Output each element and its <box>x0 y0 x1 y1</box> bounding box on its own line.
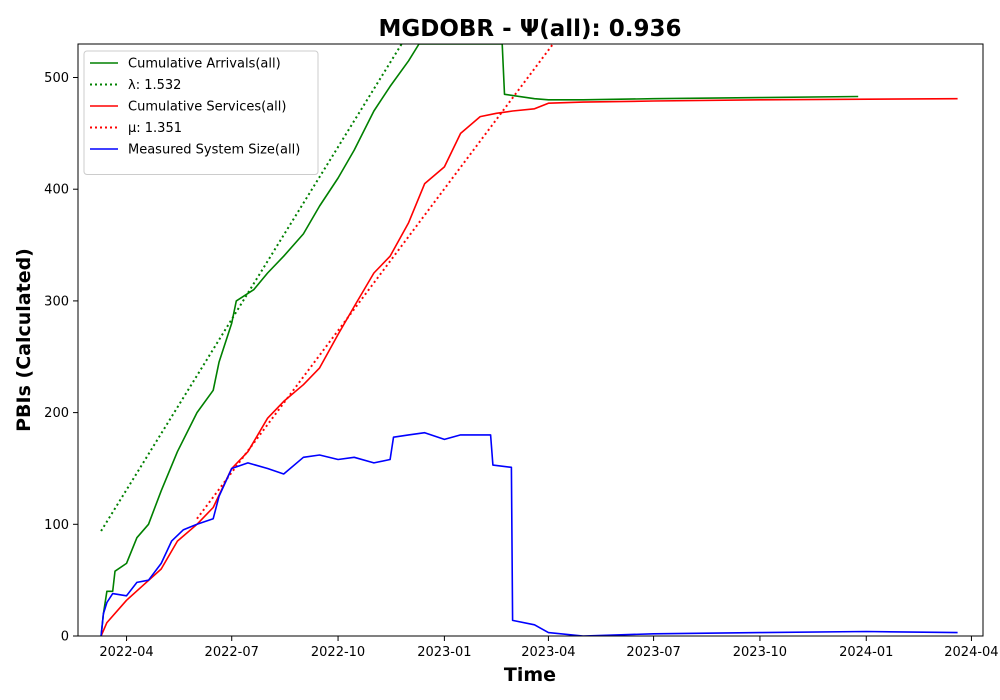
y-axis-label: PBIs (Calculated) <box>13 248 35 432</box>
plot-area <box>100 44 958 636</box>
x-tick-label: 2023-07 <box>626 645 680 660</box>
series-line-5 <box>100 431 958 636</box>
series-line-2 <box>100 44 403 532</box>
x-tick-label: 2022-07 <box>205 645 259 660</box>
series-line-1 <box>100 44 859 636</box>
plot-frame <box>77 43 984 637</box>
legend-entry: Measured System Size(all) <box>128 143 300 158</box>
series-line-4 <box>196 44 554 520</box>
series-line-3 <box>100 97 958 636</box>
x-tick-label: 2023-04 <box>521 645 575 660</box>
x-tick-label: 2024-01 <box>839 645 893 660</box>
legend-entry: Cumulative Arrivals(all) <box>128 57 281 72</box>
legend-entry: μ: 1.351 <box>128 121 182 136</box>
y-tick-label: 400 <box>44 183 69 198</box>
x-tick-label: 2023-10 <box>733 645 787 660</box>
y-tick-label: 200 <box>44 406 69 421</box>
chart-title: MGDOBR - Ψ(all): 0.936 <box>378 16 681 42</box>
legend: Cumulative Arrivals(all) λ: 1.532 Cumulati… <box>83 50 319 175</box>
legend-box <box>83 50 319 175</box>
x-tick-label: 2023-01 <box>417 645 471 660</box>
x-axis-label: Time <box>504 664 556 686</box>
y-tick-label: 100 <box>44 518 69 533</box>
legend-entry: Cumulative Services(all) <box>128 100 286 115</box>
y-tick-label: 0 <box>61 630 69 645</box>
y-tick-label: 500 <box>44 71 69 86</box>
legend-entry: λ: 1.532 <box>128 78 181 93</box>
y-tick-label: 300 <box>44 294 69 309</box>
axes: 2022-04 2022-07 2022-10 2023-01 2023-04 2023-… <box>44 43 999 660</box>
x-tick-label: 2022-10 <box>311 645 365 660</box>
x-tick-label: 2024-04 <box>944 645 998 660</box>
x-tick-label: 2022-04 <box>99 645 153 660</box>
